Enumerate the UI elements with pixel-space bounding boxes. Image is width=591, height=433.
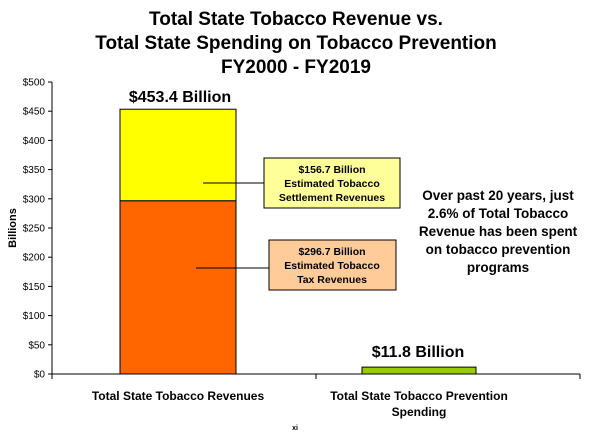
y-axis-title: Billions — [7, 208, 19, 248]
title-line-1: Total State Tobacco Revenue vs. — [149, 9, 443, 30]
note-line-2: 2.6% of Total Tobacco — [428, 206, 569, 221]
settlement-callout-amount: $156.7 Billion — [298, 164, 365, 176]
total-label-prevention: $11.8 Billion — [372, 344, 464, 361]
chart-title: Total State Tobacco Revenue vs. Total St… — [95, 9, 497, 78]
bar-prevention-spending — [361, 366, 477, 375]
y-tick-label: $100 — [23, 311, 46, 322]
y-tick-label: $200 — [23, 253, 46, 264]
y-tick-label: $500 — [23, 78, 46, 89]
category-labels: Total State Tobacco Revenues Total State… — [92, 389, 508, 419]
bar-settlement-revenues — [119, 108, 237, 202]
note-line-5: programs — [467, 260, 529, 275]
note-line-3: Revenue has been spent — [419, 224, 578, 239]
tax-callout-amount: $296.7 Billion — [298, 246, 365, 258]
note-line-1: Over past 20 years, just — [422, 188, 574, 203]
y-axis: $0 $50 $100 $150 $200 $250 $300 $350 $400 $450 $50… — [23, 78, 52, 381]
category-label-prevention: Total State Tobacco Prevention — [330, 389, 508, 403]
y-tick-label: $300 — [23, 194, 46, 205]
page-footer: xi — [292, 425, 298, 432]
note-annotation: Over past 20 years, just 2.6% of Total T… — [419, 188, 578, 275]
title-line-2: Total State Spending on Tobacco Preventi… — [95, 33, 497, 54]
bars — [119, 108, 477, 375]
title-line-3: FY2000 - FY2019 — [221, 57, 371, 78]
tax-callout-box — [268, 239, 397, 291]
category-label-prevention-line2: Spending — [392, 405, 447, 419]
y-tick-label: $250 — [23, 224, 46, 235]
bar-tax-revenues — [119, 200, 237, 375]
y-tick-label: $450 — [23, 107, 46, 118]
y-tick-label: $50 — [28, 340, 45, 351]
note-line-4: on tobacco prevention — [426, 242, 571, 257]
tax-callout-line2: Estimated Tobacco — [284, 260, 380, 272]
y-tick-label: $400 — [23, 136, 46, 147]
settlement-callout-line3: Settlement Revenues — [279, 192, 385, 204]
tax-callout-line3: Tax Revenues — [297, 274, 367, 286]
y-tick-label: $0 — [34, 370, 46, 381]
tax-callout: $296.7 Billion Estimated Tobacco Tax Rev… — [268, 239, 397, 291]
settlement-callout-line2: Estimated Tobacco — [284, 178, 380, 190]
y-tick-label: $150 — [23, 282, 46, 293]
y-tick-label: $350 — [23, 165, 46, 176]
total-label-revenues: $453.4 Billion — [129, 89, 231, 106]
settlement-callout: $156.7 Billion Estimated Tobacco Settlem… — [263, 157, 401, 209]
category-label-revenues: Total State Tobacco Revenues — [92, 389, 265, 403]
settlement-callout-box — [263, 157, 401, 209]
